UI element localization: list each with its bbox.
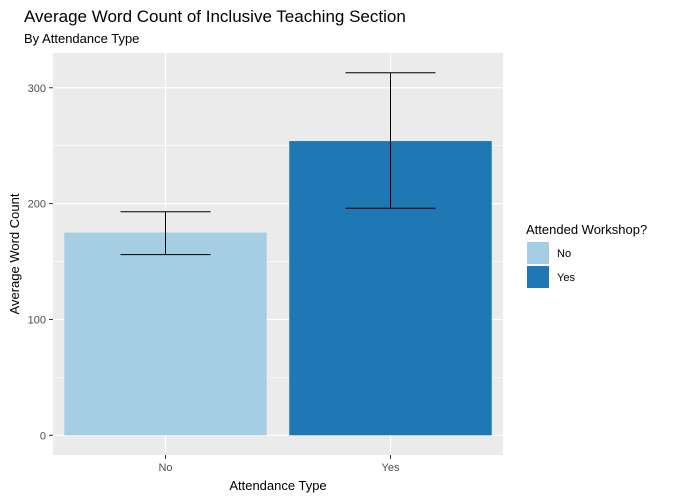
x-tick-label: No (158, 462, 172, 474)
legend-key-no (527, 242, 549, 264)
chart-title: Average Word Count of Inclusive Teaching… (24, 7, 406, 26)
y-axis-ticks: 0 100 200 300 (28, 83, 53, 442)
error-bars (120, 72, 436, 256)
y-tick-label: 0 (40, 430, 46, 442)
legend-key-yes (527, 266, 549, 288)
legend: Attended Workshop? No Yes (526, 222, 647, 288)
legend-label-yes: Yes (557, 272, 575, 284)
chart-subtitle: By Attendance Type (24, 31, 139, 46)
y-tick-label: 200 (28, 199, 46, 211)
x-axis-ticks: No Yes (158, 455, 400, 474)
y-axis-title: Average Word Count (7, 193, 22, 314)
y-tick-label: 300 (28, 83, 46, 95)
legend-title: Attended Workshop? (526, 222, 647, 237)
bar-no (64, 232, 267, 436)
legend-label-no: No (557, 248, 571, 260)
y-tick-label: 100 (28, 314, 46, 326)
x-tick-label: Yes (382, 462, 400, 474)
x-axis-title: Attendance Type (229, 478, 326, 493)
